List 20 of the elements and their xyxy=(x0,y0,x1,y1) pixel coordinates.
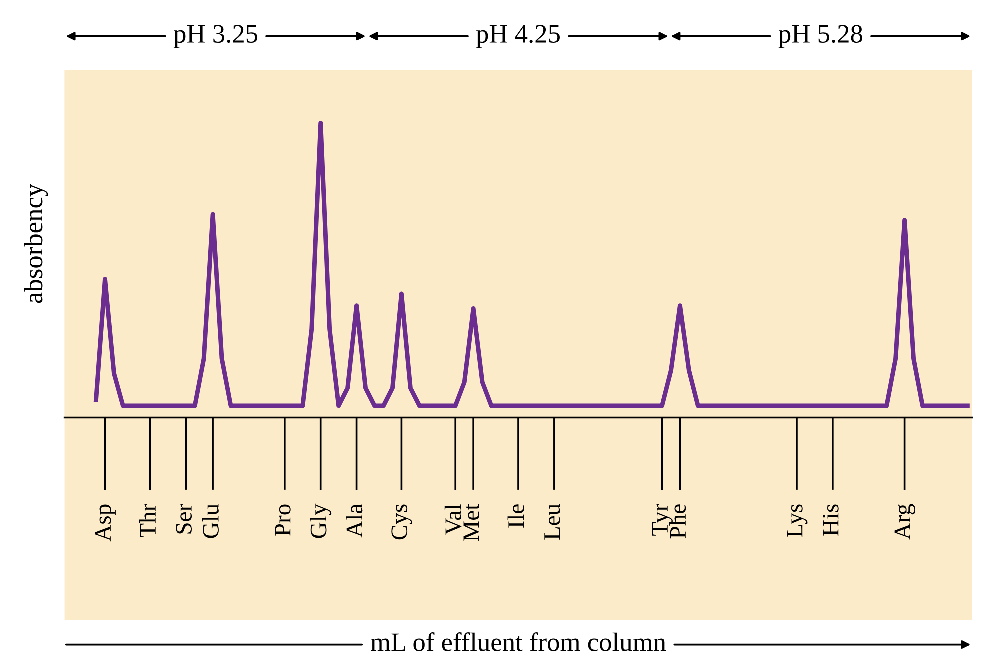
x-tick-label: Pro xyxy=(275,504,291,536)
x-tick-label: Cys xyxy=(392,504,412,540)
x-tick-label: Val xyxy=(444,504,462,536)
x-axis-title: mL of effluent from column xyxy=(371,632,666,652)
text: pH 5.28 xyxy=(778,25,862,48)
x-tick-label: Ile xyxy=(508,504,524,528)
x-tick-label: Thr xyxy=(139,504,156,538)
x-tick-label: Gly xyxy=(310,504,332,538)
x-tick-label: Met xyxy=(464,504,480,542)
x-tick-label: His xyxy=(822,504,839,536)
x-tick-label: Arg xyxy=(894,504,916,540)
x-tick-label: Lys xyxy=(787,504,808,538)
x-tick-label: Asp xyxy=(95,504,116,542)
x-tick-label: Ser xyxy=(176,504,192,534)
x-tick-label: Glu xyxy=(202,504,219,538)
y-axis-title: absorbency xyxy=(24,184,48,304)
text: pH 4.25 xyxy=(476,25,560,48)
text: pH 3.25 xyxy=(174,25,258,48)
x-tick-label: Ala xyxy=(346,504,363,538)
x-tick-label: Leu xyxy=(544,504,560,540)
